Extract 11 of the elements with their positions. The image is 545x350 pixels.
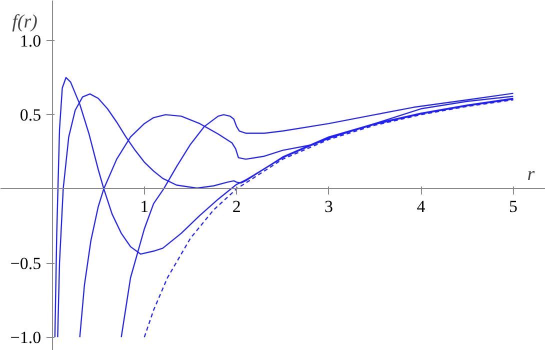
x-tick-label: 4 bbox=[416, 196, 426, 216]
y-tick-label: 1.0 bbox=[20, 32, 42, 51]
x-axis-title: r bbox=[527, 164, 536, 185]
x-tick-label: 3 bbox=[324, 196, 334, 216]
x-tick-label: 2 bbox=[232, 196, 241, 216]
y-tick-label: −1.0 bbox=[10, 328, 42, 348]
x-tick-label: 5 bbox=[508, 196, 518, 216]
x-tick-label: 1 bbox=[140, 196, 149, 216]
y-axis-title: f(r) bbox=[12, 12, 38, 33]
y-tick-label: −0.5 bbox=[10, 254, 42, 273]
y-tick-label: 0.5 bbox=[20, 106, 42, 125]
